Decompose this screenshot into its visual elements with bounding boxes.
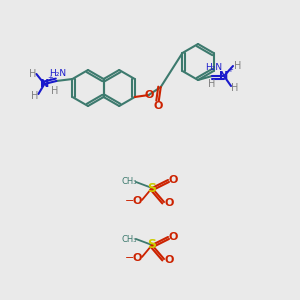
Text: H: H [31,91,38,101]
Text: O: O [132,253,142,263]
Text: N: N [40,79,49,89]
Text: O: O [168,175,178,185]
Text: S: S [148,238,157,251]
Text: H₂N: H₂N [49,68,66,77]
Text: +: + [227,67,233,73]
Text: N: N [219,71,229,81]
Text: CH₃: CH₃ [121,235,137,244]
Text: H: H [231,83,239,93]
Text: O: O [132,196,142,206]
Text: +: + [47,75,53,81]
Text: H: H [208,79,216,89]
Text: H: H [234,61,242,71]
Text: −: − [125,196,135,206]
Text: H: H [29,69,36,79]
Text: H₂N: H₂N [206,64,223,73]
Text: O: O [153,101,163,111]
Text: O: O [144,90,154,100]
Text: S: S [148,182,157,194]
Text: H: H [51,86,58,96]
Text: O: O [164,198,174,208]
Text: CH₃: CH₃ [121,178,137,187]
Text: O: O [168,232,178,242]
Text: O: O [164,255,174,265]
Text: −: − [125,253,135,263]
